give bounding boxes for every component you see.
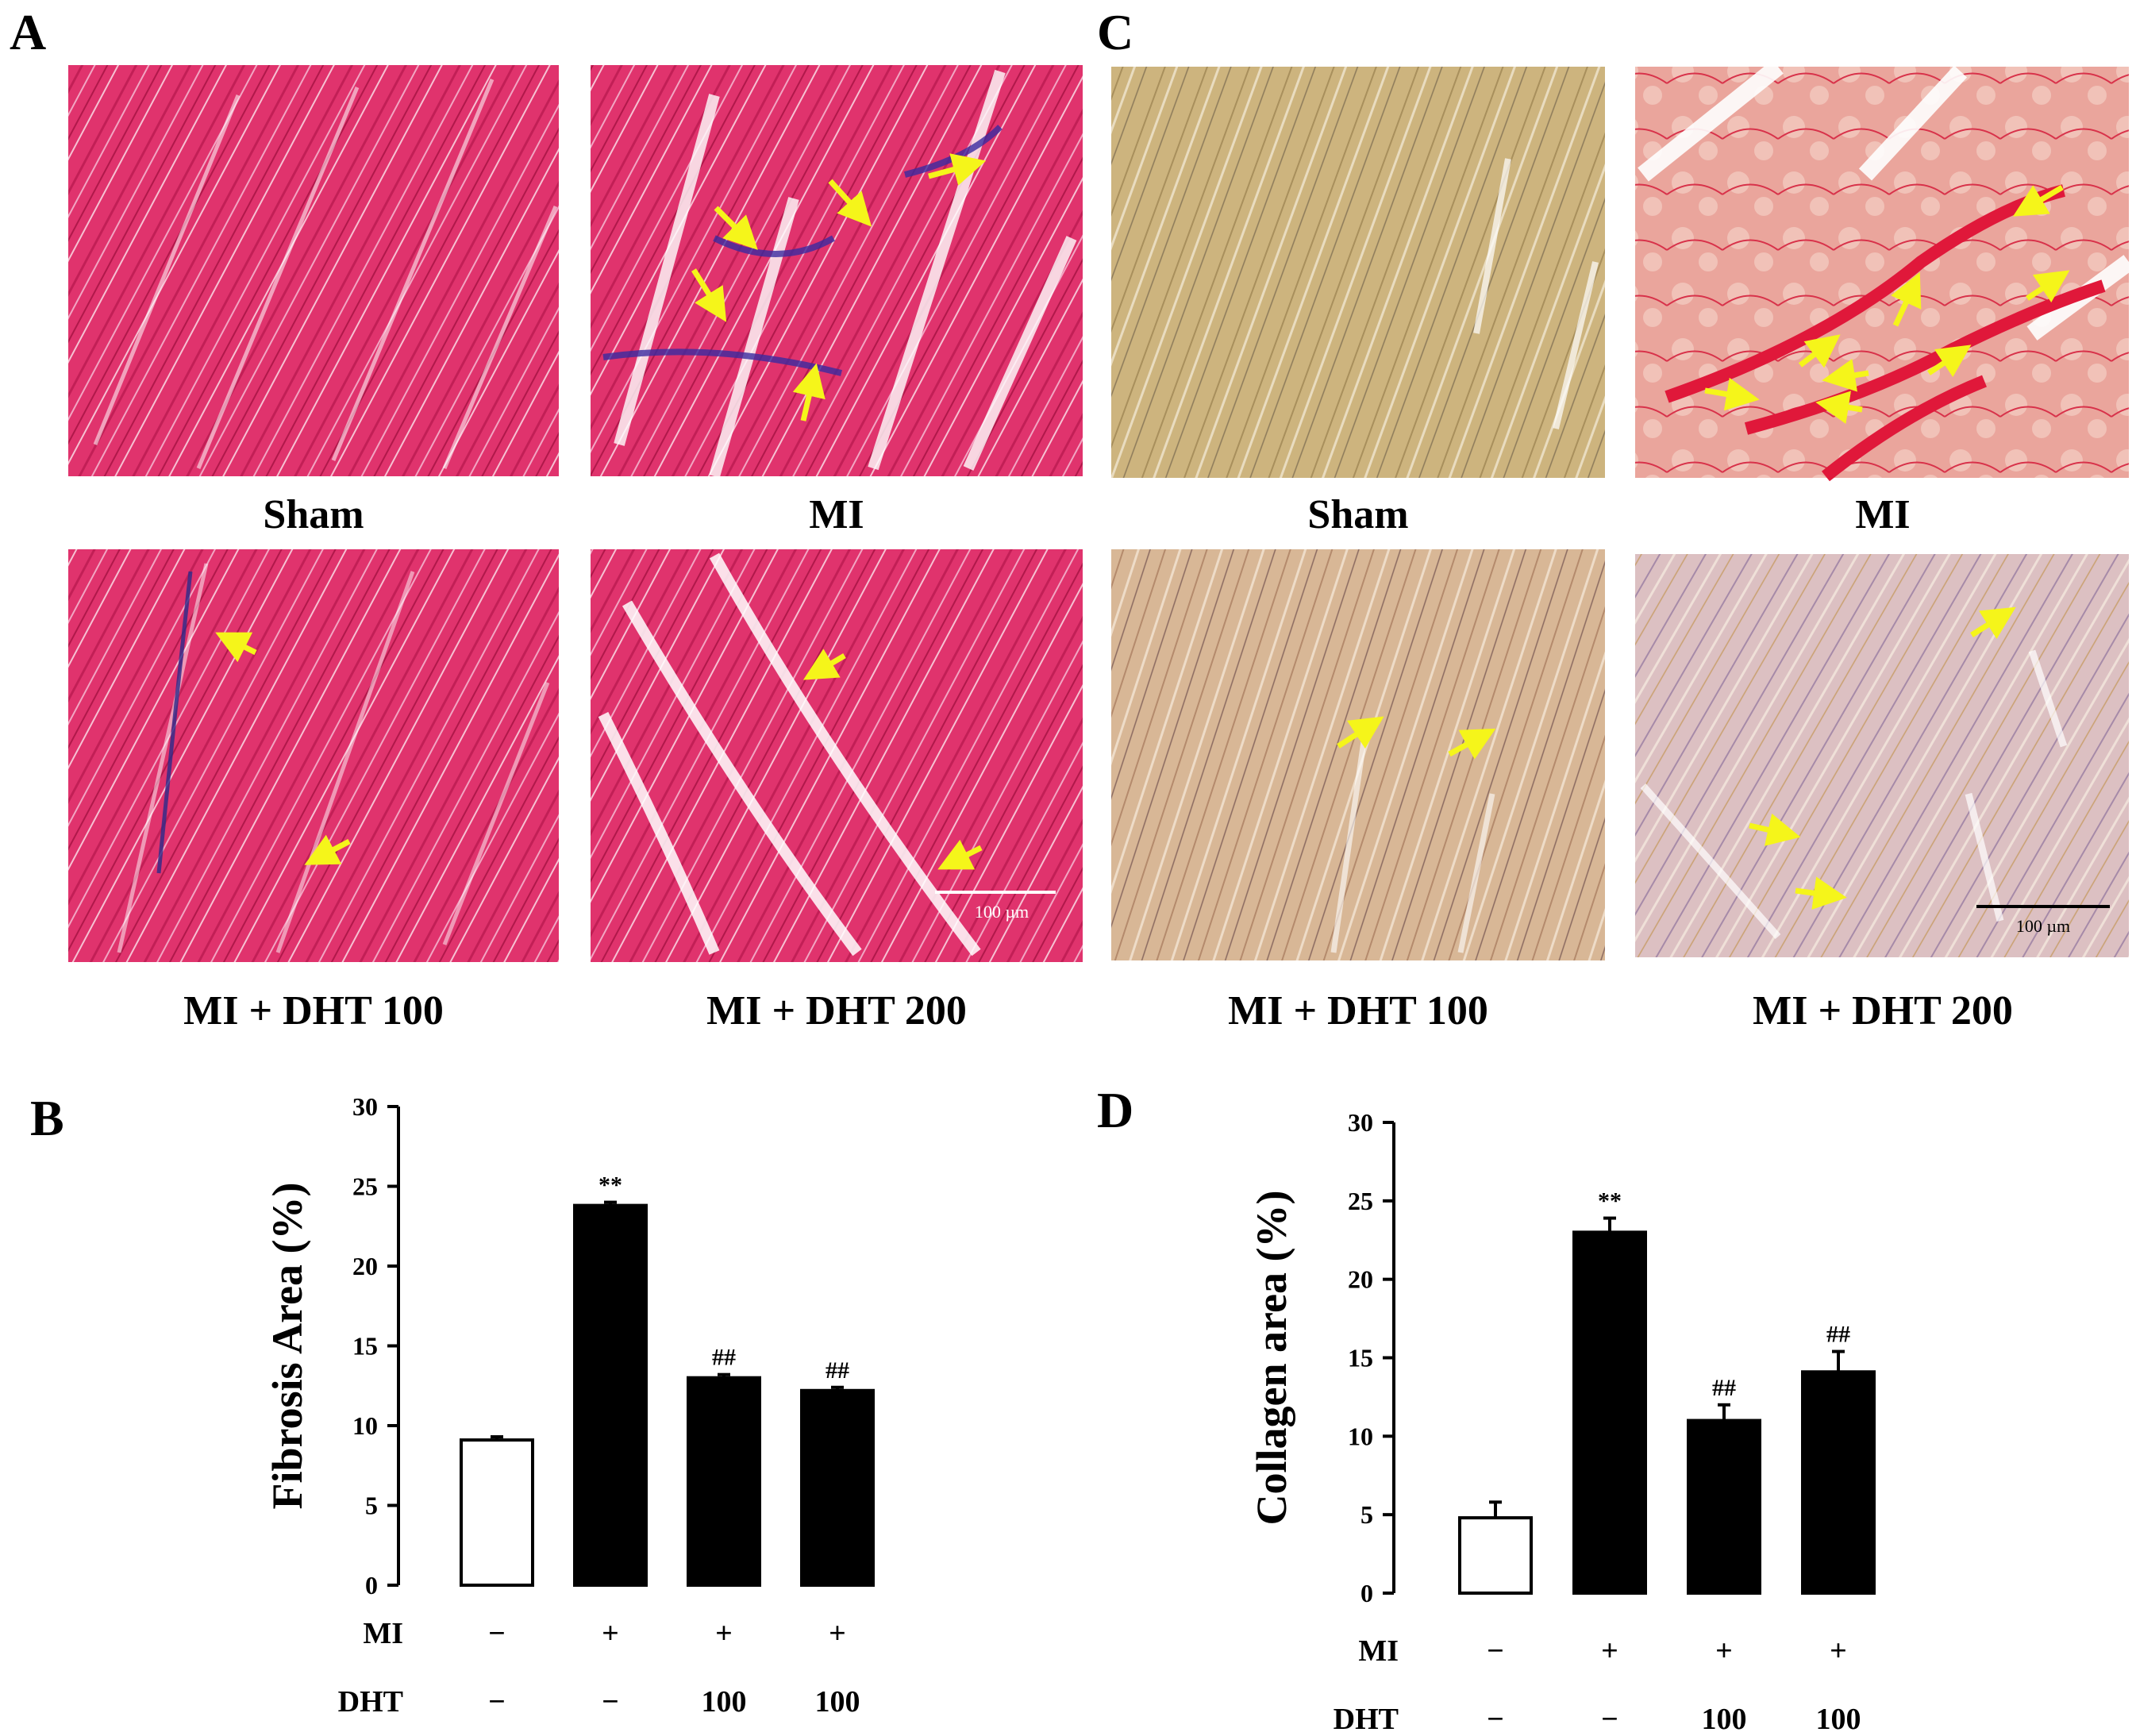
panel-letter-c: C <box>1097 4 1133 60</box>
arrow-marker <box>802 649 983 870</box>
bar <box>1687 1418 1761 1595</box>
fibrosis-area-chart: 0 5 10 15 20 25 30 Fibrosis Area (%) ** ## ## MI − + +… <box>264 1092 875 1719</box>
y-tick-label: 0 <box>365 1571 378 1599</box>
condition-row-value: 100 <box>815 1685 860 1719</box>
y-tick-label: 5 <box>1360 1500 1373 1529</box>
panel-a-image-mi <box>591 65 1083 478</box>
panel-letter-a: A <box>10 4 46 60</box>
collagen-area-chart: 0 5 10 15 20 25 30 Collagen area (%) ** ## ## MI − + +… <box>1248 1108 1876 1736</box>
condition-row-value: + <box>1601 1634 1618 1668</box>
condition-row-label: DHT <box>338 1685 403 1719</box>
significance-label: ## <box>1826 1322 1850 1348</box>
y-tick-label: 15 <box>1348 1344 1373 1372</box>
condition-row-label: DHT <box>1334 1703 1399 1736</box>
significance-label: ** <box>598 1172 622 1199</box>
y-tick-label: 0 <box>1360 1579 1373 1607</box>
y-tick-label: 25 <box>352 1172 378 1201</box>
y-tick-label: 5 <box>365 1492 378 1520</box>
panel-a-caption-dht100: MI + DHT 100 <box>183 988 444 1034</box>
condition-row-value: + <box>1830 1634 1847 1668</box>
condition-row-value: + <box>829 1617 846 1650</box>
arrow-marker <box>1704 184 2070 425</box>
condition-row-value: − <box>1487 1703 1504 1736</box>
y-tick-label: 10 <box>352 1411 378 1440</box>
panel-c-caption-mi: MI <box>1855 492 1910 537</box>
significance-label: ## <box>712 1345 736 1371</box>
y-tick-label: 30 <box>352 1092 378 1121</box>
condition-row-label: MI <box>1358 1634 1399 1668</box>
condition-row-value: − <box>488 1685 506 1719</box>
y-axis-label: Fibrosis Area (%) <box>264 1183 311 1510</box>
panel-a-image-dht200: 100 µm <box>591 549 1083 962</box>
panel-letter-d: D <box>1097 1082 1133 1138</box>
y-tick-label: 30 <box>1348 1108 1373 1137</box>
significance-label: ** <box>1598 1188 1622 1214</box>
significance-label: ## <box>826 1357 849 1384</box>
y-tick-label: 20 <box>352 1252 378 1280</box>
arrow-marker <box>215 632 351 865</box>
bar <box>573 1203 648 1587</box>
panel-a-image-dht100 <box>68 549 559 962</box>
condition-row-value: − <box>1601 1703 1618 1736</box>
panel-c-caption-dht100: MI + DHT 100 <box>1228 988 1488 1034</box>
arrow-marker <box>691 153 987 421</box>
panel-a-caption-mi: MI <box>809 492 864 537</box>
condition-row-value: + <box>602 1617 619 1650</box>
panel-c-image-dht200: 100 µm <box>1635 554 2129 957</box>
scale-bar-label: 100 µm <box>975 902 1029 922</box>
condition-row-value: 100 <box>702 1685 747 1719</box>
bar <box>460 1438 534 1587</box>
condition-row-value: + <box>1715 1634 1733 1668</box>
significance-label: ## <box>1712 1375 1736 1401</box>
y-tick-label: 10 <box>1348 1422 1373 1450</box>
panel-c-image-dht100 <box>1111 549 1605 960</box>
y-tick-label: 15 <box>352 1332 378 1361</box>
bar <box>800 1388 875 1588</box>
panel-a-image-sham <box>68 65 559 476</box>
condition-row-value: + <box>715 1617 733 1650</box>
panel-a-caption-dht200: MI + DHT 200 <box>706 988 967 1034</box>
panel-c-image-mi <box>1635 60 2134 482</box>
panel-c-caption-sham: Sham <box>1307 492 1408 537</box>
y-tick-label: 20 <box>1348 1265 1373 1294</box>
scale-bar-label: 100 µm <box>2016 916 2070 936</box>
panel-c-caption-dht200: MI + DHT 200 <box>1753 988 2013 1034</box>
bar <box>1572 1230 1647 1596</box>
bar <box>1458 1516 1533 1595</box>
condition-row-value: − <box>1487 1634 1504 1668</box>
panel-a-caption-sham: Sham <box>263 492 364 537</box>
bar <box>687 1376 761 1587</box>
arrow-marker <box>1337 716 1496 760</box>
arrow-marker <box>1749 606 2016 910</box>
condition-row-value: 100 <box>1816 1703 1861 1736</box>
condition-row-value: − <box>602 1685 619 1719</box>
condition-row-value: − <box>488 1617 506 1650</box>
y-axis-label: Collagen area (%) <box>1248 1191 1295 1526</box>
condition-row-label: MI <box>363 1617 403 1650</box>
panel-c-image-sham <box>1111 67 1605 478</box>
panel-letter-b: B <box>30 1090 64 1146</box>
y-tick-label: 25 <box>1348 1187 1373 1215</box>
condition-row-value: 100 <box>1702 1703 1747 1736</box>
bar <box>1801 1370 1876 1596</box>
